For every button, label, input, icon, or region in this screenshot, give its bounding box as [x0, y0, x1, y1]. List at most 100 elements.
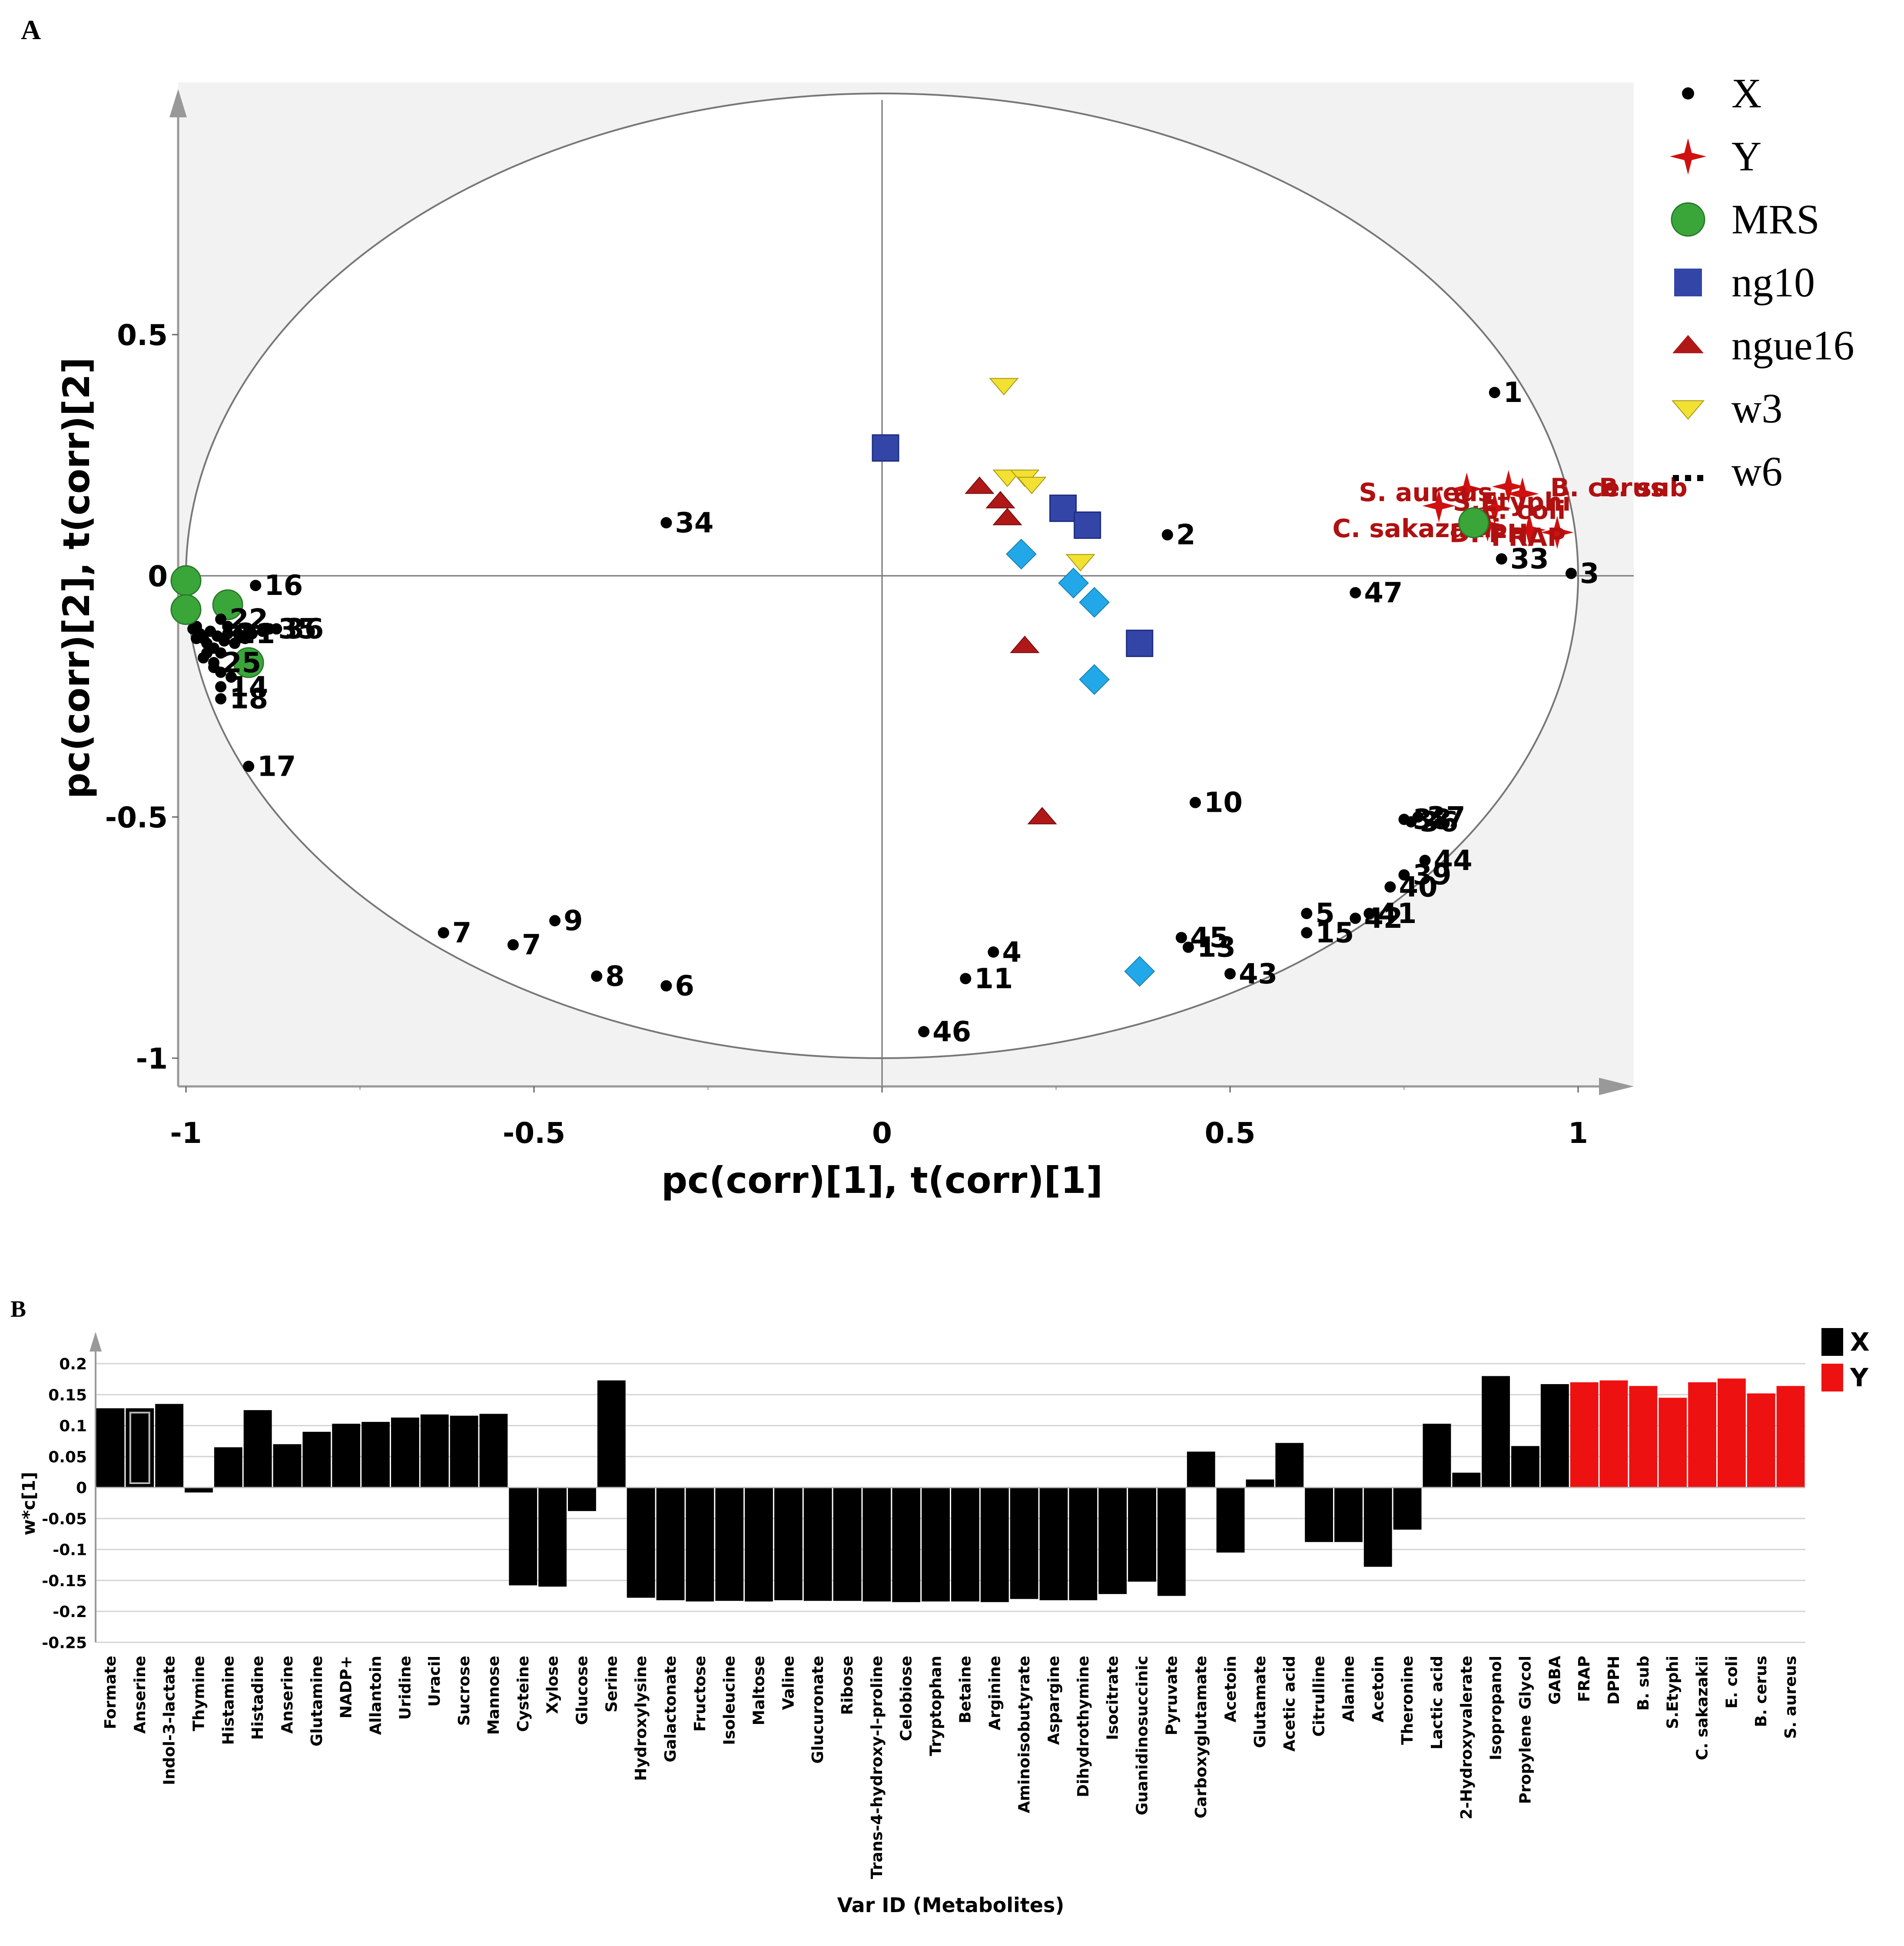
bar-category-label: Celobiose [898, 1656, 916, 1741]
bar [1452, 1472, 1481, 1488]
bar-legend-label: Y [1850, 1363, 1869, 1392]
bar [391, 1417, 419, 1488]
x-loading-label: 22 [229, 604, 268, 636]
bar-category-label: Formate [102, 1656, 119, 1729]
x-loading-point [250, 580, 262, 591]
x-loading-point [243, 760, 255, 772]
x-loading-label: 41 [1378, 898, 1416, 930]
bar [450, 1415, 478, 1488]
bar [1482, 1376, 1510, 1488]
bar-y-tick-label: 0.05 [48, 1448, 87, 1466]
bar-category-label: Acetoin [1222, 1656, 1240, 1723]
panel-b: B 0.2 0.15 0.1 0.05 0 -0.05 -0.1 -0.15 -0.2 -0.25… [10, 1296, 1870, 1917]
bar-category-label: Valine [780, 1656, 797, 1710]
mrs-marker [233, 647, 264, 678]
bar [1393, 1488, 1422, 1530]
bar [1570, 1382, 1599, 1488]
x-loading-label: 7 [522, 929, 541, 961]
x-loading-point [438, 927, 449, 939]
bar [1275, 1443, 1304, 1488]
x-loading-point [1182, 941, 1194, 953]
w3-marker [989, 378, 1019, 395]
bar [715, 1488, 744, 1601]
legend-ngue16-triangle [1672, 335, 1704, 353]
bar-y-axis-arrow [90, 1332, 102, 1352]
bar [420, 1414, 449, 1488]
bar-legend-label: X [1850, 1327, 1870, 1357]
y-axis-arrow [169, 89, 187, 117]
mrs-marker [1458, 507, 1489, 538]
ng10-marker [1126, 629, 1154, 657]
legend-label: w3 [1732, 385, 1782, 432]
bar-category-label: Xylose [544, 1656, 562, 1714]
x-loading-point [1301, 927, 1313, 939]
x-loading-point [222, 628, 234, 640]
panel-b-label: B [10, 1296, 26, 1322]
bar-category-label: Glutamate [1251, 1656, 1269, 1748]
bar-category-label: Isoleucine [721, 1656, 739, 1745]
bar-category-label: Serine [603, 1656, 620, 1712]
x-loading-point [960, 973, 972, 984]
y-loading-star [1450, 472, 1483, 506]
bar-category-label: Guanidinosuccinic [1133, 1656, 1151, 1815]
bar [1717, 1378, 1746, 1488]
x-tick-label: -1 [170, 1116, 202, 1150]
bar-category-label: Galactonate [662, 1656, 680, 1762]
x-loading-label: 13 [1197, 932, 1236, 964]
x-loading-label: 36 [1420, 806, 1459, 838]
mrs-marker [170, 594, 202, 625]
x-loading-label: 35 [278, 613, 317, 645]
x-loading-label: 46 [932, 1016, 971, 1048]
bar-category-label: Trans-4-hydroxy-l-proline [868, 1656, 886, 1879]
bar [833, 1488, 862, 1601]
bar-category-label: Uracil [426, 1656, 444, 1707]
ng10-marker [1074, 511, 1101, 539]
bar-category-label: Mannose [485, 1656, 503, 1735]
x-loading-label: 15 [1315, 917, 1354, 949]
bar [214, 1447, 242, 1488]
x-loading-point [215, 613, 227, 625]
bar-category-label: C. sakazakii [1694, 1656, 1712, 1760]
ngue16-marker [992, 508, 1022, 525]
x-loading-point [1405, 816, 1417, 828]
y-loading-label: B. sub [1599, 473, 1688, 502]
x-tick-label: 1 [1568, 1116, 1588, 1150]
bar-category-label: B. cerus [1752, 1656, 1770, 1727]
x-loading-point [191, 633, 202, 644]
x-loading-label: 16 [264, 570, 303, 602]
bar [1246, 1479, 1274, 1488]
bar-category-label: Maltose [750, 1656, 768, 1725]
x-loading-point [1398, 869, 1410, 881]
bar [980, 1488, 1009, 1602]
bar-category-label: S. aureus [1782, 1656, 1800, 1739]
bar-category-label: Glutamine [308, 1656, 326, 1747]
w3-marker [1065, 554, 1095, 571]
bar [568, 1488, 596, 1511]
bar [1511, 1446, 1539, 1488]
bar-y-tick-label: -0.25 [42, 1634, 87, 1652]
bar [803, 1488, 832, 1601]
bar [1688, 1382, 1716, 1488]
x-axis-arrow [1599, 1078, 1634, 1095]
x-loading-point [191, 621, 202, 632]
panel-a-label: A [21, 14, 41, 45]
bar-category-label: GABA [1546, 1656, 1564, 1705]
bar [243, 1410, 272, 1488]
bar [1039, 1488, 1068, 1601]
bar-category-label: Indol-3-lactate [161, 1656, 179, 1785]
ngue16-marker [985, 491, 1015, 508]
x-loading-point [1363, 908, 1375, 919]
bar [332, 1424, 361, 1488]
x-loading-label: 4 [1002, 936, 1022, 969]
bar-y-tick-label: -0.05 [42, 1510, 87, 1528]
legend-label: MRS [1732, 196, 1820, 242]
y-loading-star [1492, 470, 1525, 503]
y-loading-label: S. aureus [1359, 478, 1493, 507]
bar-category-label: Acetoin [1369, 1656, 1387, 1723]
x-loading-label: 42 [1364, 903, 1403, 935]
bar-legend-swatch [1821, 1364, 1843, 1391]
bar-category-label: Thymine [190, 1656, 208, 1731]
y-tick-label: -0.5 [105, 801, 168, 834]
bar-legend-swatch [1821, 1328, 1843, 1356]
